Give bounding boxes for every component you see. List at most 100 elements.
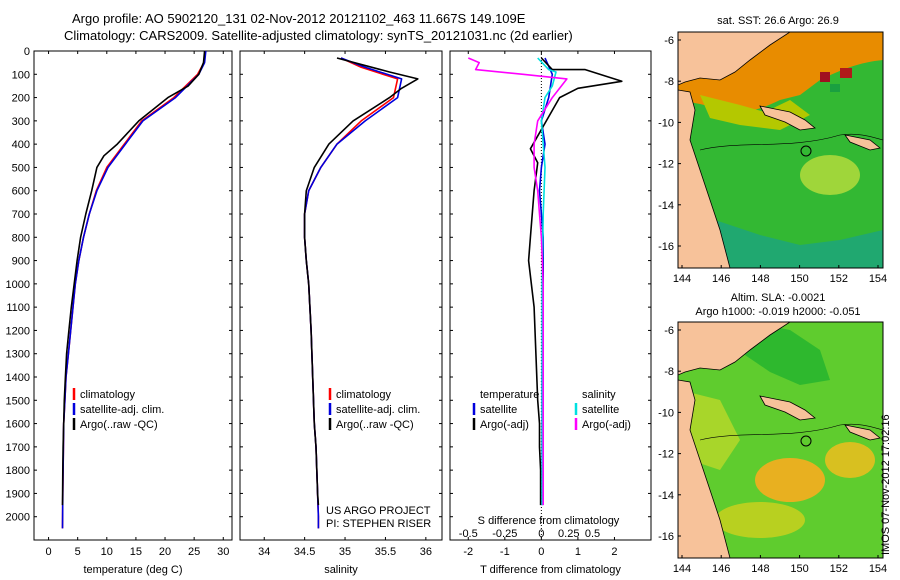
map-lat-label: -10: [658, 117, 674, 129]
x-tick-label: 34: [258, 546, 270, 558]
x-tick-label: 34.5: [294, 546, 315, 558]
series-line: [61, 50, 206, 506]
legend-label: climatology: [80, 389, 136, 401]
x-tick-label: 0: [45, 546, 51, 558]
y-tick-label: 700: [12, 209, 30, 221]
x-tick-label: 0: [538, 546, 544, 558]
y-tick-label: 200: [12, 93, 30, 105]
map-lon-label: 150: [790, 563, 808, 575]
top-tick-label: 0.5: [585, 528, 600, 540]
sst-warm-eddy: [800, 155, 860, 195]
sla-high-anomaly: [715, 502, 805, 538]
x-tick-label: -2: [463, 546, 473, 558]
top-tick-label: 0: [538, 528, 544, 540]
y-tick-label: 2000: [6, 512, 30, 524]
top-axis-label: S difference from climatology: [478, 515, 620, 527]
top-tick-label: -0.25: [492, 528, 517, 540]
legend-header: temperature: [480, 389, 539, 401]
sst-hot-patch: [820, 72, 830, 82]
project-annotation: PI: STEPHEN RISER: [326, 518, 431, 530]
sla-map: Altim. SLA: -0.0021 Argo h1000: -0.019 h…: [658, 292, 887, 575]
x-tick-label: 5: [75, 546, 81, 558]
sst-hot-patch: [840, 68, 852, 78]
x-axis-label: T difference from climatology: [480, 564, 621, 576]
sst-map-frame: [677, 31, 884, 269]
sst-land-islands: [844, 134, 881, 151]
map-lat-label: -8: [664, 76, 674, 88]
legend-label: satellite-adj. clim.: [336, 404, 420, 416]
y-tick-label: 400: [12, 139, 30, 151]
sla-map-frame: [677, 321, 884, 559]
y-tick-label: 500: [12, 162, 30, 174]
map-lon-label: 146: [712, 273, 730, 285]
y-tick-label: 800: [12, 232, 30, 244]
sst-bathymetry-contour: [699, 133, 883, 151]
map-lon-label: 152: [830, 563, 848, 575]
sla-land-new-guinea: [678, 322, 791, 376]
x-tick-label: 30: [217, 546, 229, 558]
sst-map-title: sat. SST: 26.6 Argo: 26.9: [717, 15, 839, 27]
y-tick-label: 1700: [6, 442, 30, 454]
map-lon-label: 148: [751, 273, 769, 285]
sla-bathymetry-contour: [699, 423, 883, 441]
legend-label: climatology: [336, 389, 392, 401]
sla-high-anomaly: [825, 442, 875, 478]
legend-label: satellite: [582, 404, 619, 416]
sst-land-islands: [759, 105, 816, 131]
x-tick-label: -1: [500, 546, 510, 558]
sla-land-islands: [844, 424, 881, 441]
x-tick-label: 20: [159, 546, 171, 558]
y-tick-label: 600: [12, 186, 30, 198]
series-line: [527, 57, 623, 506]
y-tick-label: 1900: [6, 488, 30, 500]
y-tick-label: 1300: [6, 349, 30, 361]
x-tick-label: 1: [575, 546, 581, 558]
map-lat-label: -12: [658, 449, 674, 461]
x-tick-label: 35.5: [375, 546, 396, 558]
sla-land-australia: [678, 379, 731, 558]
map-lat-label: -16: [658, 241, 674, 253]
series-line: [537, 57, 557, 506]
map-lon-label: 154: [869, 273, 887, 285]
title-line-2: Climatology: CARS2009. Satellite-adjuste…: [64, 28, 573, 43]
sla-map-title: Altim. SLA: -0.0021: [731, 292, 826, 304]
top-tick-label: -0.5: [459, 528, 478, 540]
sla-land-islands: [759, 395, 816, 421]
map-lat-label: -10: [658, 407, 674, 419]
sst-argo-position-marker: [800, 145, 812, 157]
temperature-panel: 0100200300400500600700800900100011001200…: [6, 46, 233, 576]
legend-label: Argo(..raw -QC): [336, 419, 414, 431]
x-tick-label: 15: [130, 546, 142, 558]
map-lat-label: -12: [658, 159, 674, 171]
x-axis-label: temperature (deg C): [83, 564, 182, 576]
map-lon-label: 144: [673, 563, 691, 575]
sla-high-anomaly: [755, 458, 825, 502]
y-tick-label: 1400: [6, 372, 30, 384]
map-lat-label: -6: [664, 35, 674, 47]
x-tick-label: 36: [420, 546, 432, 558]
map-lat-label: -16: [658, 531, 674, 543]
y-tick-label: 1500: [6, 395, 30, 407]
plot-frame: [239, 50, 443, 541]
y-tick-label: 1600: [6, 419, 30, 431]
map-lon-label: 146: [712, 563, 730, 575]
series-line: [467, 57, 568, 506]
title-line-1: Argo profile: AO 5902120_131 02-Nov-2012…: [72, 11, 526, 26]
y-tick-label: 1800: [6, 465, 30, 477]
x-tick-label: 35: [339, 546, 351, 558]
legend-label: satellite-adj. clim.: [80, 404, 164, 416]
map-lat-label: -14: [658, 490, 674, 502]
difference-panel: -2 -1 0 1 2 T difference from climatology S di…: [449, 50, 652, 576]
y-tick-label: 300: [12, 116, 30, 128]
map-lon-label: 148: [751, 563, 769, 575]
y-tick-label: 900: [12, 256, 30, 268]
map-lon-label: 154: [869, 563, 887, 575]
salinity-panel: 34 34.5 35 35.5 36 salinity climatology satelli…: [239, 50, 443, 576]
plot-frame: [449, 50, 652, 541]
sst-cool-water: [678, 200, 883, 268]
x-tick-label: 25: [188, 546, 200, 558]
project-annotation: US ARGO PROJECT: [326, 505, 431, 517]
map-lon-label: 150: [790, 273, 808, 285]
map-lat-label: -6: [664, 325, 674, 337]
